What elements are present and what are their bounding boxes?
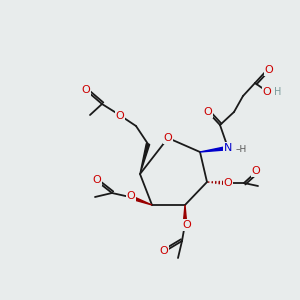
Text: O: O <box>265 65 273 75</box>
Text: O: O <box>116 111 124 121</box>
Text: O: O <box>252 166 260 176</box>
Polygon shape <box>183 205 187 224</box>
Polygon shape <box>129 195 152 205</box>
Text: –H: –H <box>236 146 247 154</box>
Text: N: N <box>224 143 232 153</box>
Polygon shape <box>200 146 228 152</box>
Polygon shape <box>140 143 150 174</box>
Text: O: O <box>164 133 172 143</box>
Text: H: H <box>274 87 281 97</box>
Text: O: O <box>224 178 232 188</box>
Text: O: O <box>183 220 191 230</box>
Text: O: O <box>160 246 168 256</box>
Text: O: O <box>82 85 90 95</box>
Text: O: O <box>127 191 135 201</box>
Text: O: O <box>93 175 101 185</box>
Text: O: O <box>262 87 272 97</box>
Text: O: O <box>204 107 212 117</box>
